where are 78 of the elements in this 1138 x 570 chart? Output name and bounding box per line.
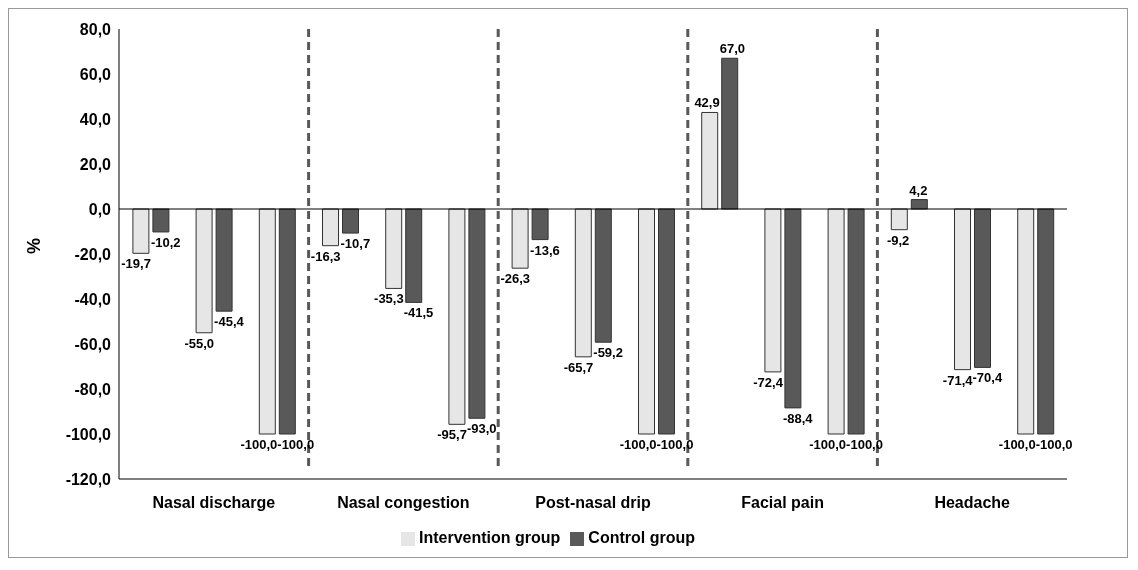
legend-label: Control group <box>588 529 695 546</box>
data-label: -45,4 <box>214 314 245 330</box>
y-tick-label: -20,0 <box>74 245 112 263</box>
bar <box>1037 208 1055 435</box>
data-label: -59,2 <box>593 345 623 361</box>
data-label: -9,2 <box>886 232 910 248</box>
legend-label: Intervention group <box>419 529 561 546</box>
bar <box>974 208 991 368</box>
y-tick-label: 60,0 <box>79 65 112 83</box>
x-tick-label: Nasal discharge <box>152 494 276 512</box>
bar <box>258 208 276 435</box>
data-label: -100,0 <box>1035 437 1073 452</box>
data-label: -10,7 <box>340 236 371 252</box>
bar <box>385 208 403 289</box>
y-axis-title: % <box>24 237 45 254</box>
bar <box>784 208 802 409</box>
y-tick-label: 40,0 <box>79 110 112 128</box>
data-label: -71,4 <box>942 372 974 388</box>
data-label: -65,7 <box>563 359 594 375</box>
bar <box>511 208 529 269</box>
data-label: -26,3 <box>500 271 531 287</box>
data-label: -100,0 <box>846 437 883 452</box>
y-tick-label: 20,0 <box>79 155 112 173</box>
bar <box>827 208 845 435</box>
bar <box>954 208 971 371</box>
data-label: 4,2 <box>909 182 928 198</box>
bar <box>1017 208 1035 435</box>
y-tick-label: -100,0 <box>65 425 112 443</box>
data-label: -95,7 <box>437 427 467 443</box>
bar <box>764 208 782 373</box>
data-label: -100,0 <box>619 437 657 452</box>
bar <box>701 111 719 210</box>
bar <box>531 208 549 241</box>
bar <box>721 57 739 210</box>
y-tick-label: 80,0 <box>79 20 112 38</box>
data-label: -19,7 <box>121 256 151 272</box>
bar <box>322 208 339 247</box>
bar <box>195 208 213 334</box>
bar <box>342 208 359 234</box>
x-tick-label: Headache <box>934 494 1011 512</box>
data-label: -13,6 <box>530 242 560 258</box>
bar <box>594 208 612 343</box>
data-label: -100,0 <box>998 437 1036 452</box>
y-tick-label: -80,0 <box>74 380 112 398</box>
y-tick-label: -120,0 <box>65 470 112 488</box>
bar <box>132 208 150 254</box>
bar <box>638 208 655 435</box>
data-label: -93,0 <box>466 421 497 437</box>
data-label: -100,0 <box>809 437 847 452</box>
bar <box>658 208 675 435</box>
x-tick-label: Facial pain <box>741 494 824 512</box>
y-tick-label: -60,0 <box>74 335 112 353</box>
bar <box>152 208 170 233</box>
data-label: -35,3 <box>374 291 404 307</box>
x-tick-label: Nasal congestion <box>337 494 470 512</box>
bar <box>574 208 592 358</box>
data-label: 42,9 <box>694 95 720 111</box>
bar <box>847 208 865 435</box>
data-label: -100,0 <box>277 437 315 452</box>
data-label: -70,4 <box>972 370 1003 386</box>
bar <box>215 208 233 312</box>
bar <box>890 208 908 231</box>
data-label: -10,2 <box>150 234 181 250</box>
data-label: -72,4 <box>753 374 784 390</box>
data-label: 67,0 <box>719 41 746 57</box>
data-label: -41,5 <box>403 305 434 321</box>
y-tick-label: 0,0 <box>88 200 112 218</box>
data-label: -88,4 <box>782 410 814 426</box>
bar <box>468 208 486 419</box>
data-label: -55,0 <box>184 335 215 351</box>
bar <box>448 208 466 425</box>
bar <box>278 208 296 435</box>
data-label: -16,3 <box>310 248 341 264</box>
bar <box>405 208 423 303</box>
x-tick-label: Post-nasal drip <box>535 494 652 512</box>
y-tick-label: -40,0 <box>74 290 112 308</box>
data-label: -100,0 <box>240 437 278 452</box>
data-label: -100,0 <box>656 437 694 452</box>
